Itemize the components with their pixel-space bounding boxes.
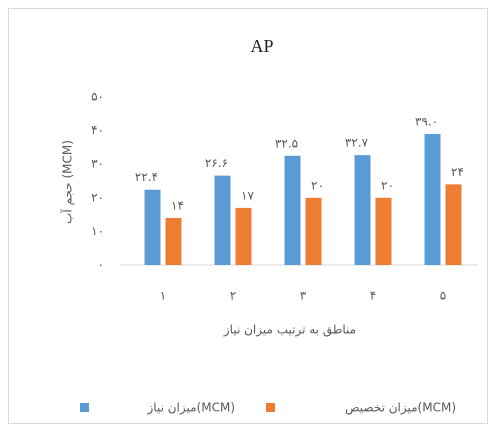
legend-swatch bbox=[80, 403, 89, 412]
data-label: ۳۲.۷ bbox=[345, 136, 369, 150]
y-tick-label: ۱۰ bbox=[91, 224, 104, 238]
data-label: ۳۹.۰ bbox=[415, 114, 438, 128]
chart-title: AP bbox=[250, 36, 273, 56]
y-tick-label: ۴۰ bbox=[91, 123, 104, 137]
data-label: ۲۶.۶ bbox=[205, 156, 228, 170]
bar bbox=[354, 155, 371, 265]
data-label: ۲۰ bbox=[311, 178, 324, 192]
legend-swatch bbox=[266, 403, 275, 412]
x-axis-label: مناطق به ترتیب میزان نیاز bbox=[223, 323, 356, 338]
x-tick-label: ۳ bbox=[300, 289, 307, 303]
bar bbox=[144, 189, 161, 265]
bar bbox=[165, 217, 182, 265]
x-tick-label: ۴ bbox=[370, 289, 376, 303]
y-tick-label: ۳۰ bbox=[91, 157, 104, 171]
x-tick-label: ۲ bbox=[230, 289, 236, 303]
bar bbox=[284, 155, 301, 265]
bar bbox=[214, 175, 231, 265]
bar bbox=[305, 197, 322, 265]
data-label: ۱۴ bbox=[171, 198, 184, 212]
x-tick-label: ۱ bbox=[160, 289, 166, 303]
bar bbox=[424, 133, 441, 265]
legend-label: میزان تخصیص(MCM) bbox=[345, 401, 456, 416]
y-tick-label: ۵۰ bbox=[91, 90, 104, 104]
data-label: ۲۲.۴ bbox=[135, 170, 158, 184]
data-label: ۲۰ bbox=[381, 178, 394, 192]
y-tick-label: ۲۰ bbox=[91, 190, 104, 204]
bar bbox=[235, 207, 252, 265]
y-axis-label: حجم آب (MCM) bbox=[60, 140, 75, 224]
data-label: ۳۲.۵ bbox=[275, 136, 298, 150]
bar bbox=[375, 197, 392, 265]
legend-label: میزان نیاز(MCM) bbox=[147, 401, 236, 416]
data-label: ۱۷ bbox=[241, 188, 254, 202]
y-tick-label: ۰ bbox=[98, 258, 104, 272]
bar bbox=[445, 184, 462, 265]
data-label: ۲۴ bbox=[451, 165, 464, 179]
x-tick-label: ۵ bbox=[440, 289, 446, 303]
